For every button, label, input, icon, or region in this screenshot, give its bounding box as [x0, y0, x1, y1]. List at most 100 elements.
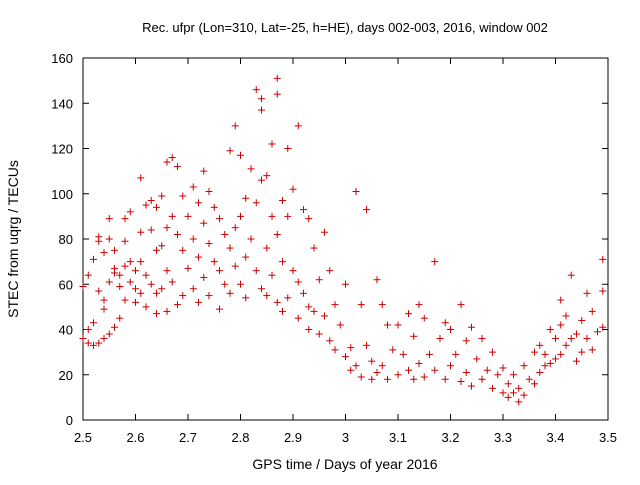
data-point: [546, 326, 554, 333]
data-point: [179, 292, 187, 300]
data-point: [84, 339, 92, 347]
data-point: [468, 382, 475, 390]
data-point: [153, 203, 160, 211]
data-point: [289, 267, 297, 275]
data-point: [294, 314, 302, 322]
data-point: [489, 348, 496, 356]
data-point: [447, 326, 454, 333]
data-point: [111, 246, 118, 254]
data-point: [368, 375, 376, 383]
data-point: [415, 301, 423, 309]
data-point: [258, 176, 265, 184]
data-point: [284, 145, 292, 152]
data-point: [105, 215, 113, 223]
x-tick-label: 2.9: [284, 430, 302, 445]
data-point: [221, 230, 229, 238]
data-point: [258, 106, 265, 114]
x-tick-label: 2.5: [74, 430, 92, 445]
data-point: [510, 371, 517, 379]
data-point: [378, 362, 386, 370]
data-point: [121, 296, 129, 304]
data-point: [242, 253, 250, 261]
data-point: [247, 165, 255, 173]
data-point: [205, 292, 213, 300]
data-point: [578, 316, 586, 324]
data-point: [541, 350, 549, 358]
data-point: [567, 271, 575, 279]
x-axis-label: GPS time / Days of year 2016: [252, 456, 437, 472]
data-point: [431, 366, 439, 374]
data-point: [105, 330, 113, 338]
data-point: [352, 187, 360, 195]
data-point: [216, 267, 223, 275]
y-tick-label: 0: [66, 413, 73, 428]
data-point: [95, 339, 103, 347]
data-point: [100, 335, 108, 343]
data-point: [132, 285, 139, 293]
data-point: [284, 294, 292, 302]
data-point: [504, 380, 512, 388]
y-axis: 0 20 40 60 80 100 120 140 160: [51, 51, 608, 428]
data-point: [357, 373, 365, 381]
data-point: [483, 366, 491, 374]
data-point: [583, 289, 591, 297]
x-tick-label: 2.6: [126, 430, 144, 445]
data-point: [294, 122, 302, 130]
data-point: [216, 215, 223, 223]
data-point: [378, 301, 386, 309]
data-point: [347, 366, 355, 374]
data-point: [111, 323, 118, 331]
data-point: [210, 258, 218, 266]
data-point: [373, 368, 381, 376]
data-point: [247, 235, 255, 243]
data-point: [142, 303, 150, 311]
y-tick-label: 100: [51, 187, 73, 202]
data-point: [105, 235, 113, 243]
data-point: [436, 335, 444, 343]
data-points: [79, 74, 607, 406]
data-point: [95, 233, 103, 241]
data-point: [420, 373, 428, 381]
data-point: [153, 289, 160, 297]
data-point: [216, 305, 223, 313]
data-point: [158, 192, 166, 200]
data-point: [273, 230, 281, 238]
y-tick-label: 80: [59, 232, 73, 247]
data-point: [531, 380, 538, 388]
data-point: [147, 197, 155, 205]
data-point: [384, 321, 391, 329]
data-point: [294, 278, 302, 286]
data-point: [525, 375, 533, 383]
data-point: [90, 341, 97, 349]
data-point: [489, 384, 496, 392]
data-point: [599, 255, 607, 263]
data-point: [195, 298, 202, 306]
data-point: [284, 212, 292, 220]
data-point: [179, 246, 187, 254]
data-point: [105, 278, 113, 286]
data-point: [242, 194, 250, 202]
data-point: [473, 355, 481, 363]
data-point: [599, 323, 607, 331]
data-point: [268, 140, 276, 148]
data-point: [163, 307, 171, 315]
data-point: [578, 348, 586, 356]
data-point: [363, 341, 370, 349]
data-point: [90, 319, 97, 327]
data-point: [515, 398, 523, 406]
data-point: [252, 199, 260, 207]
data-point: [142, 271, 150, 279]
data-point: [405, 366, 412, 374]
data-point: [321, 228, 328, 236]
data-point: [557, 296, 565, 304]
data-point: [126, 278, 134, 286]
data-point: [588, 307, 596, 315]
data-point: [84, 326, 92, 333]
data-point: [499, 389, 507, 397]
data-point: [326, 337, 334, 345]
data-point: [168, 212, 176, 220]
data-point: [95, 287, 103, 295]
data-point: [205, 240, 213, 248]
data-point: [384, 375, 391, 383]
